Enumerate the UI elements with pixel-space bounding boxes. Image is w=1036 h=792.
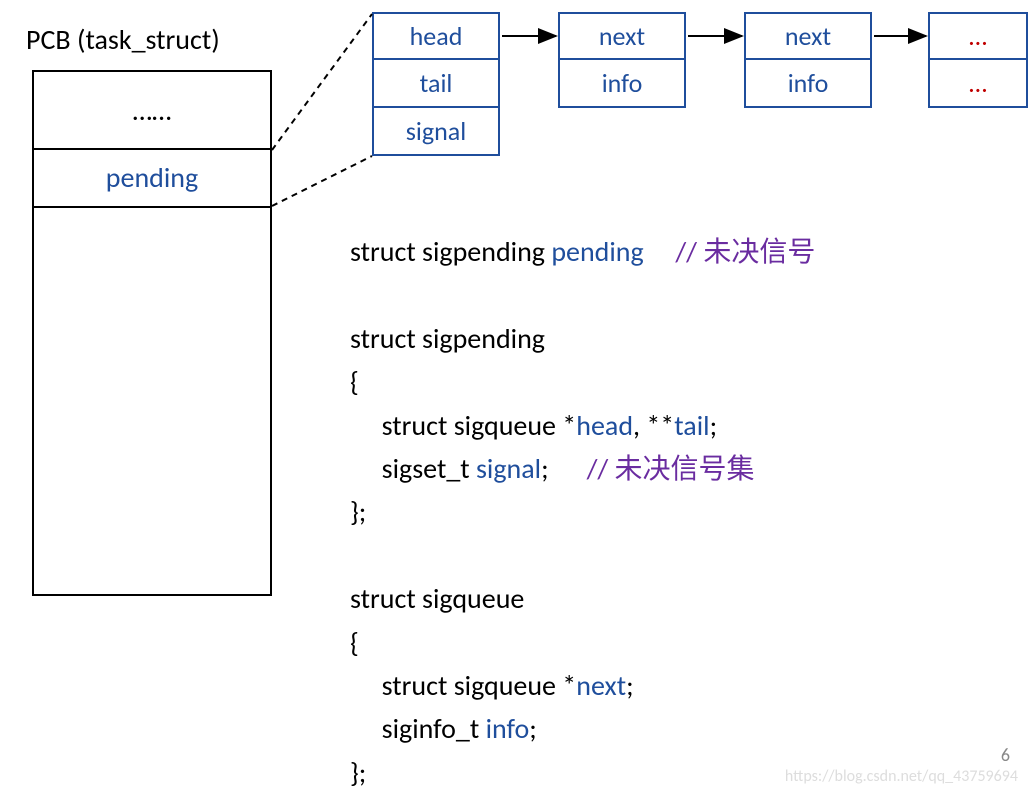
queue-node-0-top: next bbox=[558, 12, 686, 60]
pcb-cell-0: …… bbox=[32, 70, 272, 150]
sigpending-cell-head: head bbox=[372, 12, 500, 60]
pcb-cell-2 bbox=[32, 206, 272, 596]
dashed-connector-0 bbox=[272, 14, 372, 150]
code-line-5: sigset_t signal; // 未决信号集 bbox=[350, 447, 815, 490]
queue-node-1-top: next bbox=[744, 12, 872, 60]
queue-node-1-bottom: info bbox=[744, 60, 872, 108]
queue-node-0-bottom: info bbox=[558, 60, 686, 108]
code-line-1 bbox=[350, 273, 815, 316]
code-line-11: siginfo_t info; bbox=[350, 707, 815, 750]
code-line-6: }; bbox=[350, 490, 815, 533]
code-line-7 bbox=[350, 534, 815, 577]
pcb-title: PCB (task_struct) bbox=[26, 22, 220, 57]
code-line-8: struct sigqueue bbox=[350, 577, 815, 620]
code-line-3: { bbox=[350, 360, 815, 403]
sigpending-cell-signal: signal bbox=[372, 108, 500, 156]
dashed-connector-1 bbox=[272, 156, 372, 206]
code-line-12: }; bbox=[350, 751, 815, 792]
sigpending-cell-tail: tail bbox=[372, 60, 500, 108]
code-line-4: struct sigqueue *head, **tail; bbox=[350, 404, 815, 447]
queue-node-2-top: … bbox=[928, 12, 1028, 60]
code-line-9: { bbox=[350, 621, 815, 664]
code-line-2: struct sigpending bbox=[350, 317, 815, 360]
code-line-10: struct sigqueue *next; bbox=[350, 664, 815, 707]
code-line-0: struct sigpending pending // 未决信号 bbox=[350, 230, 815, 273]
queue-node-2-bottom: … bbox=[928, 60, 1028, 108]
code-block: struct sigpending pending // 未决信号 struct… bbox=[350, 230, 815, 792]
pcb-cell-1: pending bbox=[32, 148, 272, 208]
watermark: https://blog.csdn.net/qq_43759694 bbox=[785, 767, 1018, 786]
page-number: 6 bbox=[1001, 744, 1010, 766]
